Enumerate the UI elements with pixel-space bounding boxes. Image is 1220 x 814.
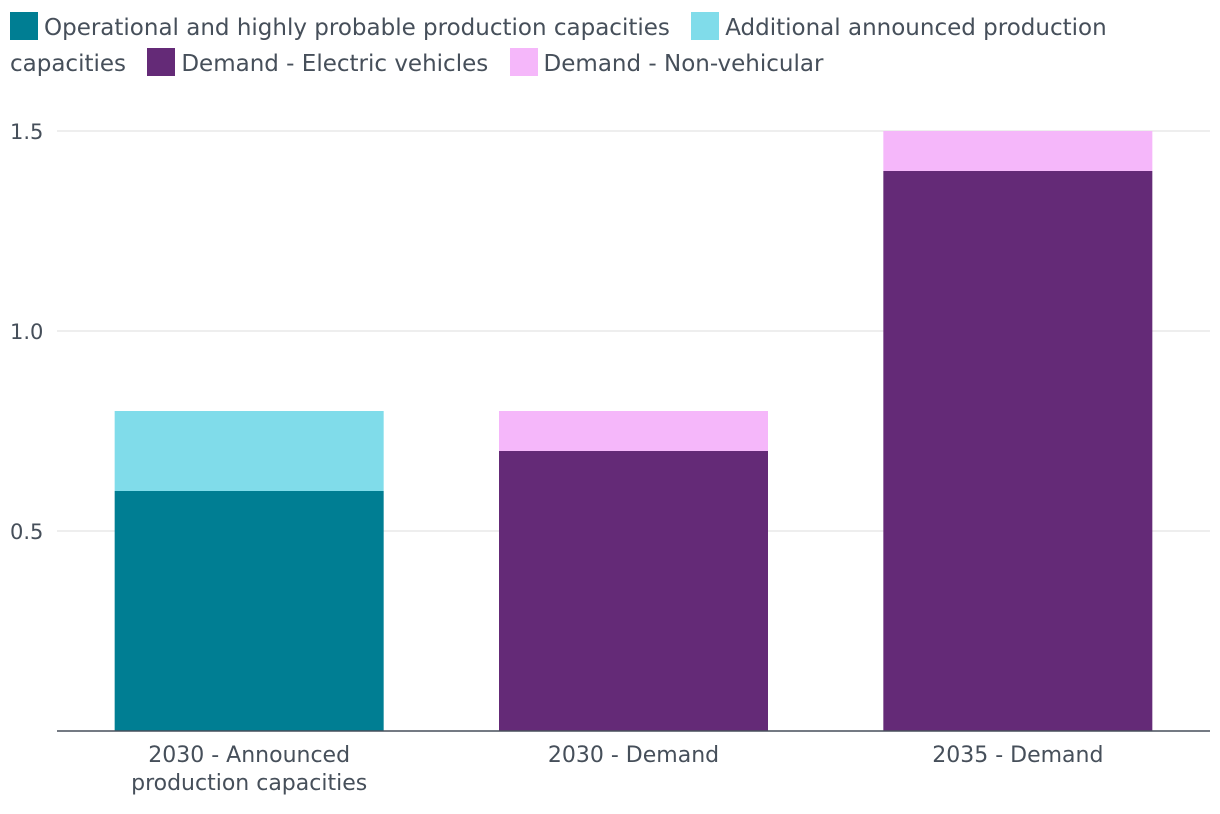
legend-swatch-operational bbox=[10, 12, 38, 40]
bar-0-series-0[interactable] bbox=[114, 491, 384, 731]
x-tick-label-1-line-0: 2030 - Demand bbox=[548, 743, 719, 768]
x-tick-label-0-line-1: production capacities bbox=[131, 771, 367, 796]
bar-2-series-3[interactable] bbox=[883, 131, 1153, 171]
legend-label-operational: Operational and highly probable producti… bbox=[44, 15, 670, 41]
legend-item-additional[interactable]: Additional announced production capaciti… bbox=[10, 12, 1107, 77]
legend-swatch-demand-ev bbox=[147, 48, 176, 76]
bar-0-series-1[interactable] bbox=[114, 411, 384, 491]
legend-item-demand-nonveh[interactable]: Demand - Non-vehicular bbox=[509, 48, 824, 77]
bar-2-series-2[interactable] bbox=[883, 171, 1153, 731]
bar-1-series-3[interactable] bbox=[499, 411, 768, 451]
legend-item-operational[interactable]: Operational and highly probable producti… bbox=[10, 12, 677, 41]
x-tick-label-0-line-0: 2030 - Announced bbox=[148, 743, 350, 768]
bar-1-series-2[interactable] bbox=[499, 451, 768, 731]
chart-legend: Operational and highly probable producti… bbox=[10, 10, 1210, 82]
legend-swatch-additional bbox=[691, 12, 720, 40]
legend-item-demand-ev[interactable]: Demand - Electric vehicles bbox=[147, 48, 495, 77]
y-tick-label-1: 1.0 bbox=[10, 320, 43, 344]
legend-label-demand-nonveh: Demand - Non-vehicular bbox=[543, 51, 824, 77]
legend-swatch-demand-nonveh bbox=[509, 48, 538, 76]
y-tick-label-2: 1.5 bbox=[10, 120, 43, 144]
legend-label-additional: Additional announced production capaciti… bbox=[10, 15, 1107, 77]
legend-label-demand-ev: Demand - Electric vehicles bbox=[181, 51, 489, 77]
y-tick-label-0: 0.5 bbox=[10, 520, 43, 544]
x-tick-label-2-line-0: 2035 - Demand bbox=[932, 743, 1103, 768]
